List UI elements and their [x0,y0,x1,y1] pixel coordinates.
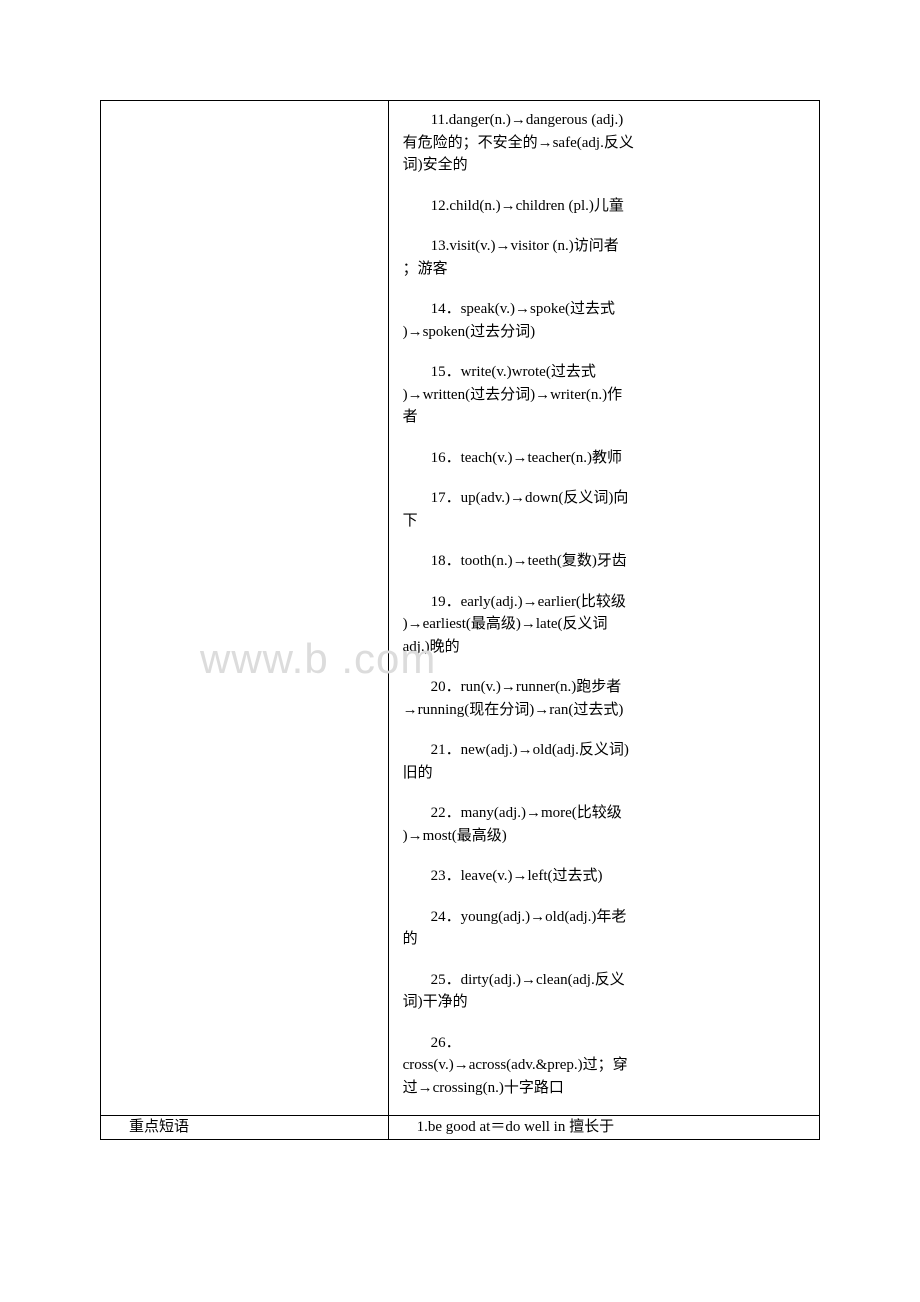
entry-line: 22．many(adj.)→more(比较级 [403,802,805,825]
entry-line: )→written(过去分词)→writer(n.)作 [403,384,805,407]
content-table: 11.danger(n.)→dangerous (adj.) 有危险的；不安全的… [100,100,820,1140]
entry-19: 19．early(adj.)→earlier(比较级 )→earliest(最高… [403,591,805,659]
entry-line: 有危险的；不安全的→safe(adj.反义 [403,132,805,155]
entry-line: 19．early(adj.)→earlier(比较级 [403,591,805,614]
entry-16: 16．teach(v.)→teacher(n.)教师 [403,447,805,470]
entry-13: 13.visit(v.)→visitor (n.)访问者 ；游客 [403,235,805,280]
row1-left-cell [101,101,389,1116]
entry-line: cross(v.)→across(adv.&prep.)过；穿 [403,1054,805,1077]
entry-line: 11.danger(n.)→dangerous (adj.) [403,109,805,132]
entry-line: adj.)晚的 [403,636,805,659]
row2-right-cell: 1.be good at＝do well in 擅长于 [388,1116,819,1140]
row1-left-content [101,101,388,117]
entry-15: 15．write(v.)wrote(过去式 )→written(过去分词)→wr… [403,361,805,429]
entry-22: 22．many(adj.)→more(比较级 )→most(最高级) [403,802,805,847]
entry-line: 18．tooth(n.)→teeth(复数)牙齿 [403,550,805,573]
entry-line: 26． [403,1032,805,1055]
entry-line: 24．young(adj.)→old(adj.)年老 [403,906,805,929]
table-row: 重点短语 1.be good at＝do well in 擅长于 [101,1116,820,1140]
entry-line: 21．new(adj.)→old(adj.反义词) [403,739,805,762]
entry-line: 25．dirty(adj.)→clean(adj.反义 [403,969,805,992]
table-row: 11.danger(n.)→dangerous (adj.) 有危险的；不安全的… [101,101,820,1116]
entry-line: 过→crossing(n.)十字路口 [403,1077,805,1100]
entry-11: 11.danger(n.)→dangerous (adj.) 有危险的；不安全的… [403,109,805,177]
row2-left-label: 重点短语 [101,1116,388,1139]
entry-line: 20．run(v.)→runner(n.)跑步者 [403,676,805,699]
entry-line: 14．speak(v.)→spoke(过去式 [403,298,805,321]
entry-line: 的 [403,928,805,951]
row2-left-cell: 重点短语 [101,1116,389,1140]
entry-17: 17．up(adv.)→down(反义词)向 下 [403,487,805,532]
entry-line: 17．up(adv.)→down(反义词)向 [403,487,805,510]
entry-20: 20．run(v.)→runner(n.)跑步者 →running(现在分词)→… [403,676,805,721]
entry-line: 旧的 [403,762,805,785]
entry-23: 23．leave(v.)→left(过去式) [403,865,805,888]
row2-right-text: 1.be good at＝do well in 擅长于 [389,1116,819,1139]
entry-line: 12.child(n.)→children (pl.)儿童 [403,195,805,218]
entry-line: )→most(最高级) [403,825,805,848]
entry-26: 26． cross(v.)→across(adv.&prep.)过；穿 过→cr… [403,1032,805,1100]
entry-25: 25．dirty(adj.)→clean(adj.反义 词)干净的 [403,969,805,1014]
entry-24: 24．young(adj.)→old(adj.)年老 的 [403,906,805,951]
entry-line: 下 [403,510,805,533]
entry-line: →running(现在分词)→ran(过去式) [403,699,805,722]
entry-line: 16．teach(v.)→teacher(n.)教师 [403,447,805,470]
entry-18: 18．tooth(n.)→teeth(复数)牙齿 [403,550,805,573]
entry-line: 15．write(v.)wrote(过去式 [403,361,805,384]
entry-line: 词)干净的 [403,991,805,1014]
entry-line: )→earliest(最高级)→late(反义词 [403,613,805,636]
entry-line: 者 [403,406,805,429]
entry-line: ；游客 [403,258,805,281]
entry-line: 13.visit(v.)→visitor (n.)访问者 [403,235,805,258]
row1-right-cell: 11.danger(n.)→dangerous (adj.) 有危险的；不安全的… [388,101,819,1116]
entry-line: 词)安全的 [403,154,805,177]
entry-21: 21．new(adj.)→old(adj.反义词) 旧的 [403,739,805,784]
entry-line: )→spoken(过去分词) [403,321,805,344]
row1-right-content: 11.danger(n.)→dangerous (adj.) 有危险的；不安全的… [389,101,819,1115]
entry-12: 12.child(n.)→children (pl.)儿童 [403,195,805,218]
entry-14: 14．speak(v.)→spoke(过去式 )→spoken(过去分词) [403,298,805,343]
entry-line: 23．leave(v.)→left(过去式) [403,865,805,888]
